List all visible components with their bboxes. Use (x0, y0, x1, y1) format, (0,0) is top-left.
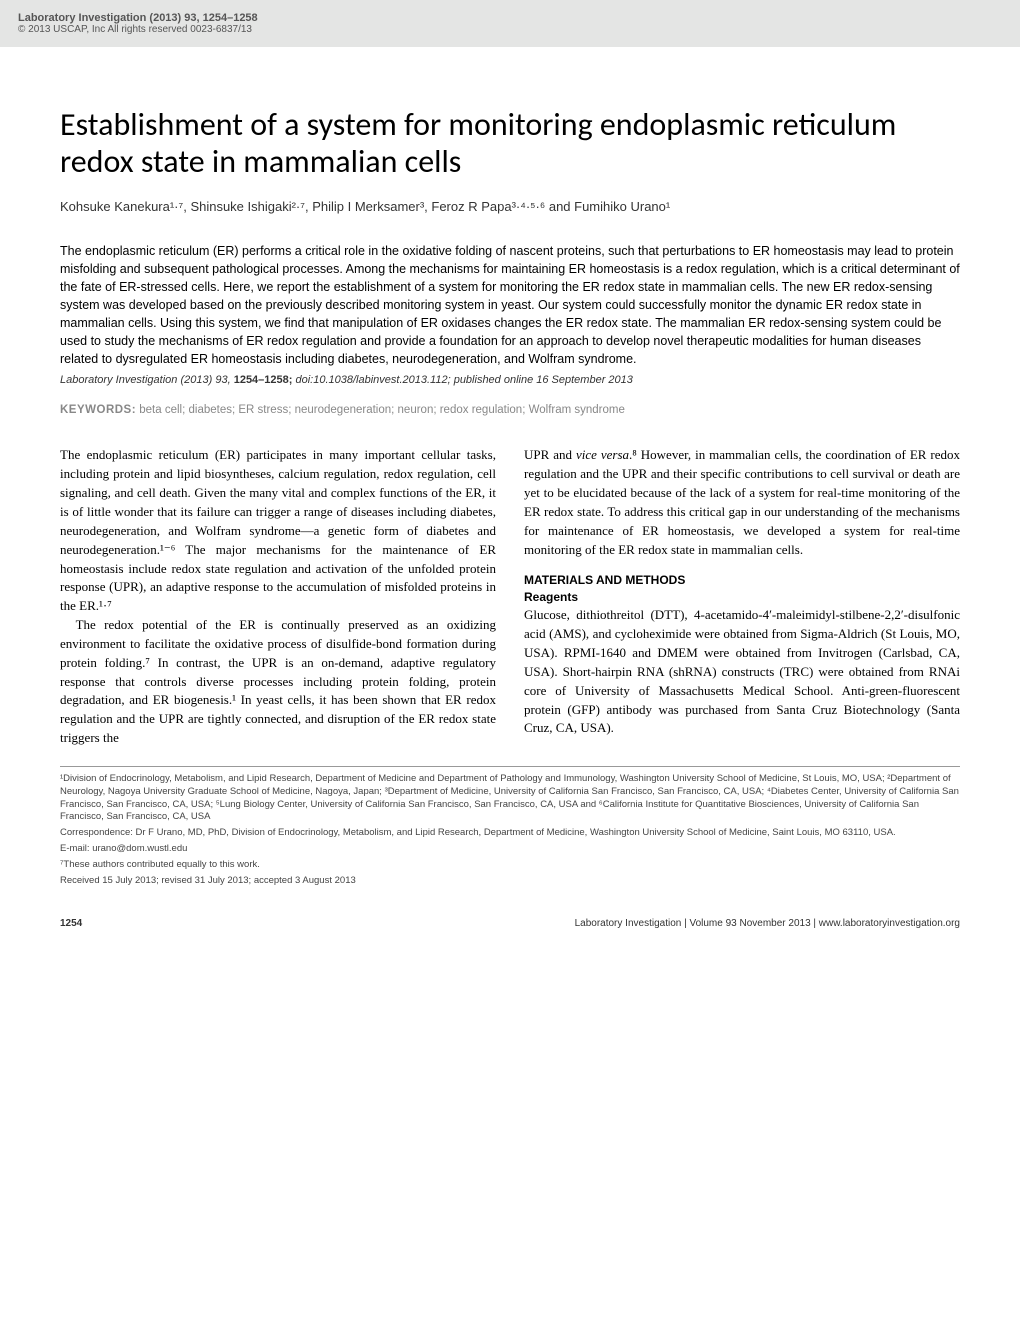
footnotes-block: ¹Division of Endocrinology, Metabolism, … (60, 766, 960, 888)
intro-para-1: The endoplasmic reticulum (ER) participa… (60, 446, 496, 616)
reagents-heading: Reagents (524, 589, 960, 606)
intro-para-2: The redox potential of the ER is continu… (60, 616, 496, 748)
keywords-line: KEYWORDS: beta cell; diabetes; ER stress… (60, 404, 960, 416)
journal-copyright: © 2013 USCAP, Inc All rights reserved 00… (18, 24, 1002, 35)
keywords-list: beta cell; diabetes; ER stress; neurodeg… (139, 404, 625, 416)
left-column: The endoplasmic reticulum (ER) participa… (60, 446, 496, 748)
citation-journal: Laboratory Investigation (60, 374, 177, 386)
citation-year-vol: (2013) 93, (180, 374, 230, 386)
journal-citation: Laboratory Investigation (2013) 93, 1254… (18, 12, 1002, 24)
affiliations: ¹Division of Endocrinology, Metabolism, … (60, 773, 960, 824)
received-dates: Received 15 July 2013; revised 31 July 2… (60, 875, 960, 888)
page-number: 1254 (60, 918, 82, 929)
footer-journal-info: Laboratory Investigation | Volume 93 Nov… (575, 918, 960, 929)
article-title: Establishment of a system for monitoring… (60, 107, 960, 181)
citation-pages: 1254–1258; (234, 374, 293, 386)
page-footer: 1254 Laboratory Investigation | Volume 9… (0, 910, 1020, 945)
reagents-para: Glucose, dithiothreitol (DTT), 4-acetami… (524, 606, 960, 738)
equal-contribution: ⁷These authors contributed equally to th… (60, 859, 960, 872)
journal-header: Laboratory Investigation (2013) 93, 1254… (0, 0, 1020, 47)
para3-prefix: UPR and (524, 447, 576, 462)
para3-suffix: .⁸ However, in mammalian cells, the coor… (524, 447, 960, 556)
intro-para-3: UPR and vice versa.⁸ However, in mammali… (524, 446, 960, 559)
abstract-text: The endoplasmic reticulum (ER) performs … (60, 242, 960, 369)
right-column: UPR and vice versa.⁸ However, in mammali… (524, 446, 960, 748)
authors-line: Kohsuke Kanekura¹·⁷, Shinsuke Ishigaki²·… (60, 199, 960, 214)
email: E-mail: urano@dom.wustl.edu (60, 843, 960, 856)
article-citation: Laboratory Investigation (2013) 93, 1254… (60, 374, 960, 386)
keywords-label: KEYWORDS: (60, 404, 136, 416)
materials-methods-heading: MATERIALS AND METHODS (524, 572, 960, 589)
correspondence: Correspondence: Dr F Urano, MD, PhD, Div… (60, 827, 960, 840)
body-columns: The endoplasmic reticulum (ER) participa… (60, 446, 960, 748)
article-main: Establishment of a system for monitoring… (0, 47, 1020, 910)
citation-doi: doi:10.1038/labinvest.2013.112; publishe… (296, 374, 633, 386)
para3-viceversa: vice versa (576, 447, 629, 462)
